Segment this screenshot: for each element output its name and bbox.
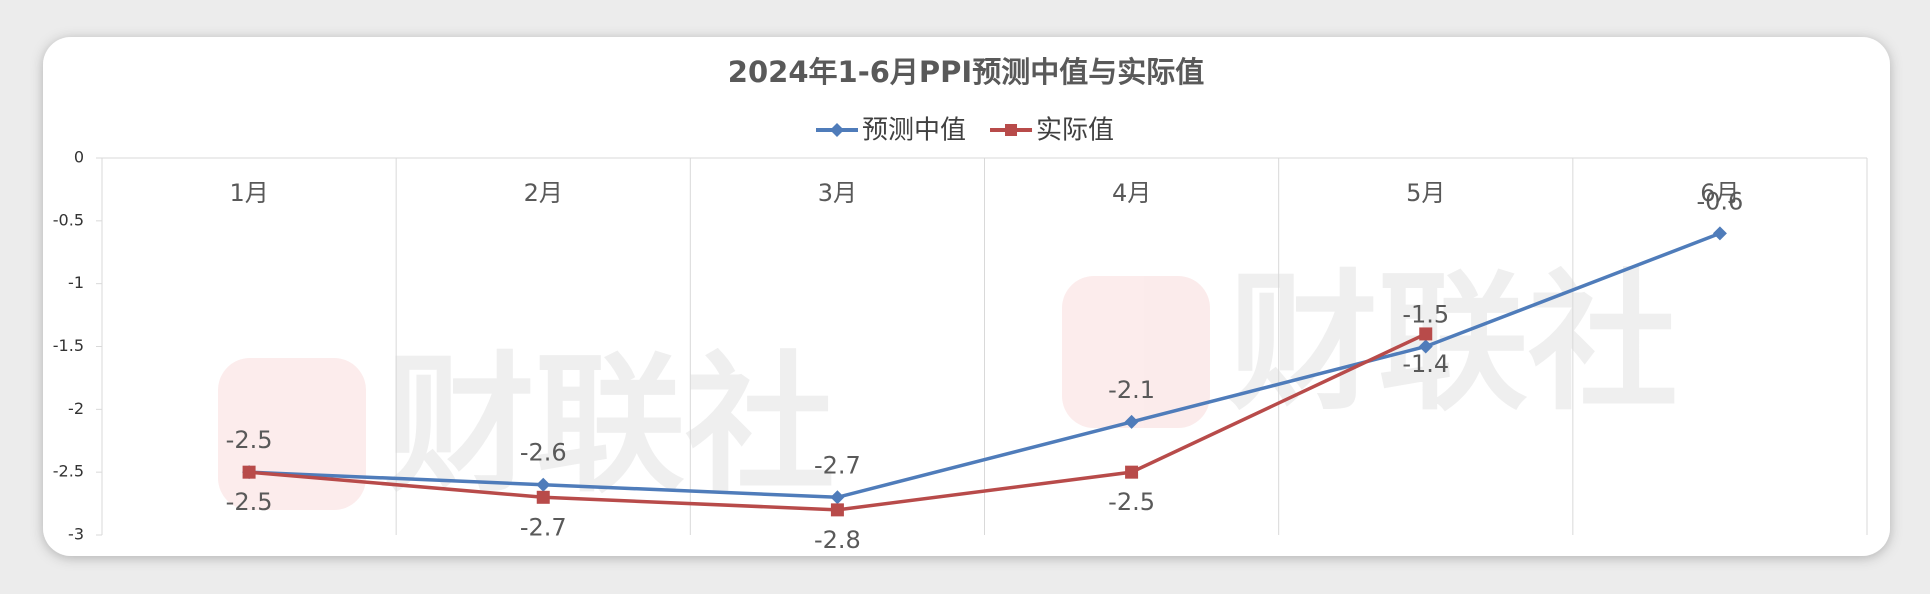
x-tick-label: 2月 (524, 179, 563, 207)
watermark: 财联社 (385, 339, 835, 513)
watermark-logo (1062, 276, 1210, 428)
data-label: -2.7 (814, 451, 861, 479)
watermark-group: 财联社 财联社 (218, 257, 1678, 513)
card (43, 37, 1890, 556)
series-line (249, 231, 1721, 500)
watermark: 财联社 (1228, 257, 1678, 431)
legend-marker (1005, 124, 1018, 136)
data-label: -2.8 (814, 526, 861, 554)
x-tick-label: 6月 (1700, 179, 1739, 207)
x-tick-label: 4月 (1112, 179, 1151, 207)
data-label: -2.1 (1108, 376, 1155, 404)
data-label: -2.6 (520, 439, 567, 467)
y-tick-label: -2 (68, 399, 84, 418)
marker (242, 465, 256, 479)
data-label: -0.6 (1697, 187, 1744, 215)
marker (1418, 339, 1433, 354)
marker (1125, 465, 1139, 479)
data-label: -1.5 (1402, 301, 1449, 329)
marker (1712, 226, 1727, 241)
marker (830, 490, 845, 505)
marker (1124, 414, 1139, 429)
data-label: -1.4 (1402, 350, 1449, 378)
x-tick-label: 5月 (1406, 179, 1445, 207)
data-label: -2.5 (226, 488, 273, 516)
x-tick-label: 1月 (229, 179, 268, 207)
marker (536, 477, 551, 492)
y-tick-label: 0 (74, 148, 84, 167)
data-label: -2.5 (1108, 488, 1155, 516)
legend-marker (830, 123, 844, 137)
y-tick-label: -3 (68, 525, 84, 544)
y-tick-label: -1 (68, 273, 84, 292)
x-tick-label: 3月 (818, 179, 857, 207)
legend-label: 实际值 (1036, 116, 1114, 146)
marker (1419, 327, 1433, 341)
legend-label: 预测中值 (862, 116, 966, 146)
y-tick-label: -0.5 (53, 210, 84, 229)
y-tick-label: -1.5 (53, 336, 84, 355)
chart-title: 2024年1-6月PPI预测中值与实际值 (728, 55, 1204, 89)
data-label: -2.7 (520, 513, 567, 541)
data-label: -2.5 (226, 426, 273, 454)
marker (830, 503, 844, 517)
y-tick-label: -2.5 (53, 462, 84, 481)
marker (536, 490, 550, 504)
